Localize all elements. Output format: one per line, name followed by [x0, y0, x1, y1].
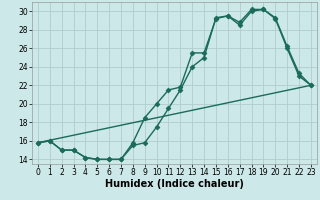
X-axis label: Humidex (Indice chaleur): Humidex (Indice chaleur)	[105, 179, 244, 189]
